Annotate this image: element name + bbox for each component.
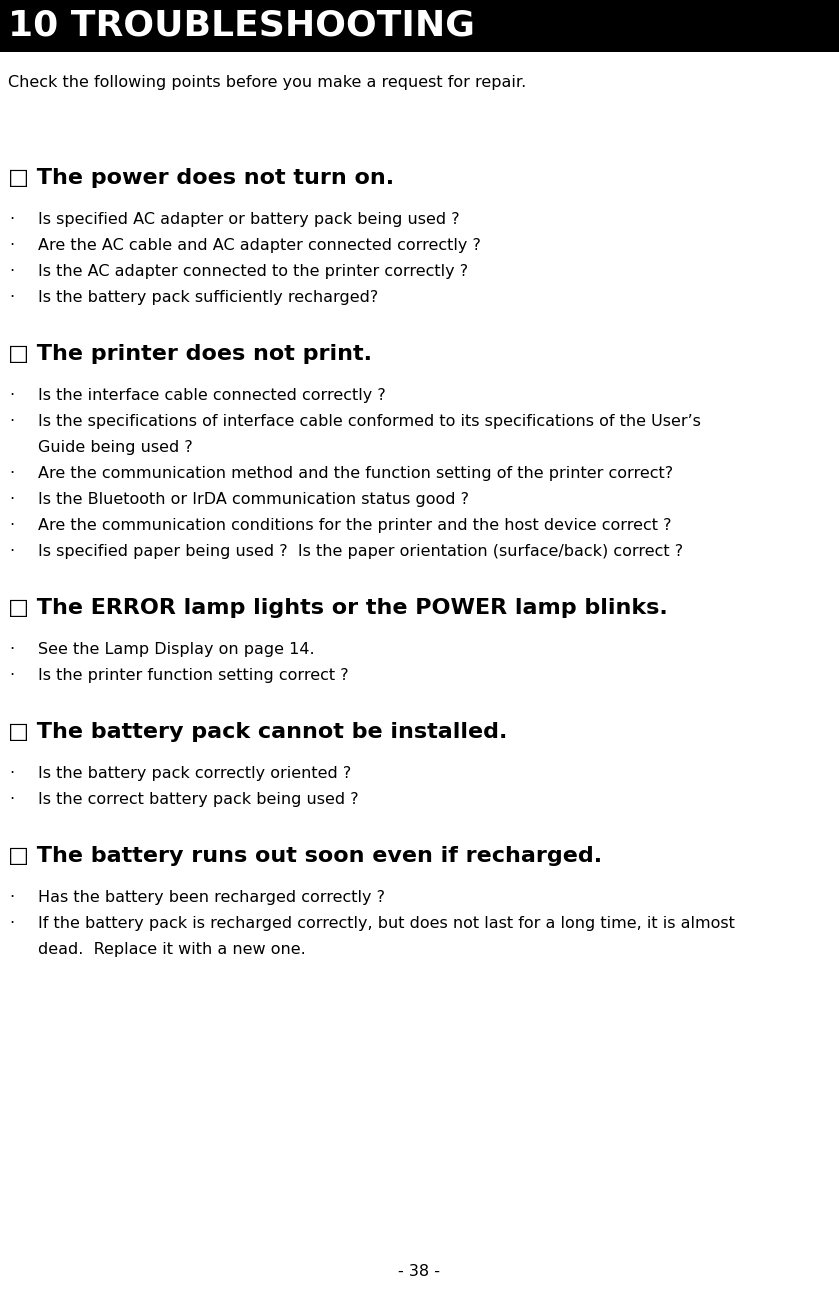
Text: If the battery pack is recharged correctly, but does not last for a long time, i: If the battery pack is recharged correct… [38, 916, 735, 931]
Text: Is specified paper being used ?  Is the paper orientation (surface/back) correct: Is specified paper being used ? Is the p… [38, 545, 683, 559]
Text: Guide being used ?: Guide being used ? [38, 440, 193, 454]
Text: ·: · [9, 414, 14, 430]
Text: ·: · [9, 669, 14, 683]
Text: 10 TROUBLESHOOTING: 10 TROUBLESHOOTING [8, 9, 475, 43]
Bar [0, 0, 839, 52]
Text: See the Lamp Display on page 14.: See the Lamp Display on page 14. [38, 643, 315, 657]
Text: Is the interface cable connected correctly ?: Is the interface cable connected correct… [38, 388, 386, 404]
Text: □ The battery pack cannot be installed.: □ The battery pack cannot be installed. [8, 722, 508, 742]
Text: Has the battery been recharged correctly ?: Has the battery been recharged correctly… [38, 889, 385, 905]
Text: Are the communication conditions for the printer and the host device correct ?: Are the communication conditions for the… [38, 518, 671, 533]
Text: dead.  Replace it with a new one.: dead. Replace it with a new one. [38, 942, 305, 957]
Text: Are the communication method and the function setting of the printer correct?: Are the communication method and the fun… [38, 466, 673, 481]
Text: □ The printer does not print.: □ The printer does not print. [8, 343, 372, 364]
Text: Are the AC cable and AC adapter connected correctly ?: Are the AC cable and AC adapter connecte… [38, 238, 481, 253]
Text: ·: · [9, 492, 14, 507]
Text: ·: · [9, 767, 14, 781]
Text: ·: · [9, 891, 14, 905]
Text: Is the battery pack sufficiently recharged?: Is the battery pack sufficiently recharg… [38, 290, 378, 306]
Text: ·: · [9, 238, 14, 253]
Text: - 38 -: - 38 - [399, 1264, 440, 1280]
Text: ·: · [9, 545, 14, 559]
Text: Is the battery pack correctly oriented ?: Is the battery pack correctly oriented ? [38, 767, 352, 781]
Text: Is the correct battery pack being used ?: Is the correct battery pack being used ? [38, 791, 358, 807]
Text: ·: · [9, 518, 14, 533]
Text: Is the AC adapter connected to the printer correctly ?: Is the AC adapter connected to the print… [38, 264, 468, 279]
Text: Is specified AC adapter or battery pack being used ?: Is specified AC adapter or battery pack … [38, 212, 460, 227]
Text: ·: · [9, 388, 14, 404]
Text: Is the specifications of interface cable conformed to its specifications of the : Is the specifications of interface cable… [38, 414, 701, 428]
Text: ·: · [9, 213, 14, 227]
Text: ·: · [9, 290, 14, 306]
Text: □ The ERROR lamp lights or the POWER lamp blinks.: □ The ERROR lamp lights or the POWER lam… [8, 598, 668, 618]
Text: Is the Bluetooth or IrDA communication status good ?: Is the Bluetooth or IrDA communication s… [38, 492, 469, 507]
Text: Is the printer function setting correct ?: Is the printer function setting correct … [38, 667, 349, 683]
Text: ·: · [9, 793, 14, 807]
Text: Check the following points before you make a request for repair.: Check the following points before you ma… [8, 74, 526, 90]
Text: □ The battery runs out soon even if recharged.: □ The battery runs out soon even if rech… [8, 846, 602, 866]
Text: ·: · [9, 643, 14, 657]
Text: □ The power does not turn on.: □ The power does not turn on. [8, 168, 394, 188]
Text: ·: · [9, 466, 14, 482]
Text: ·: · [9, 264, 14, 279]
Text: ·: · [9, 917, 14, 931]
